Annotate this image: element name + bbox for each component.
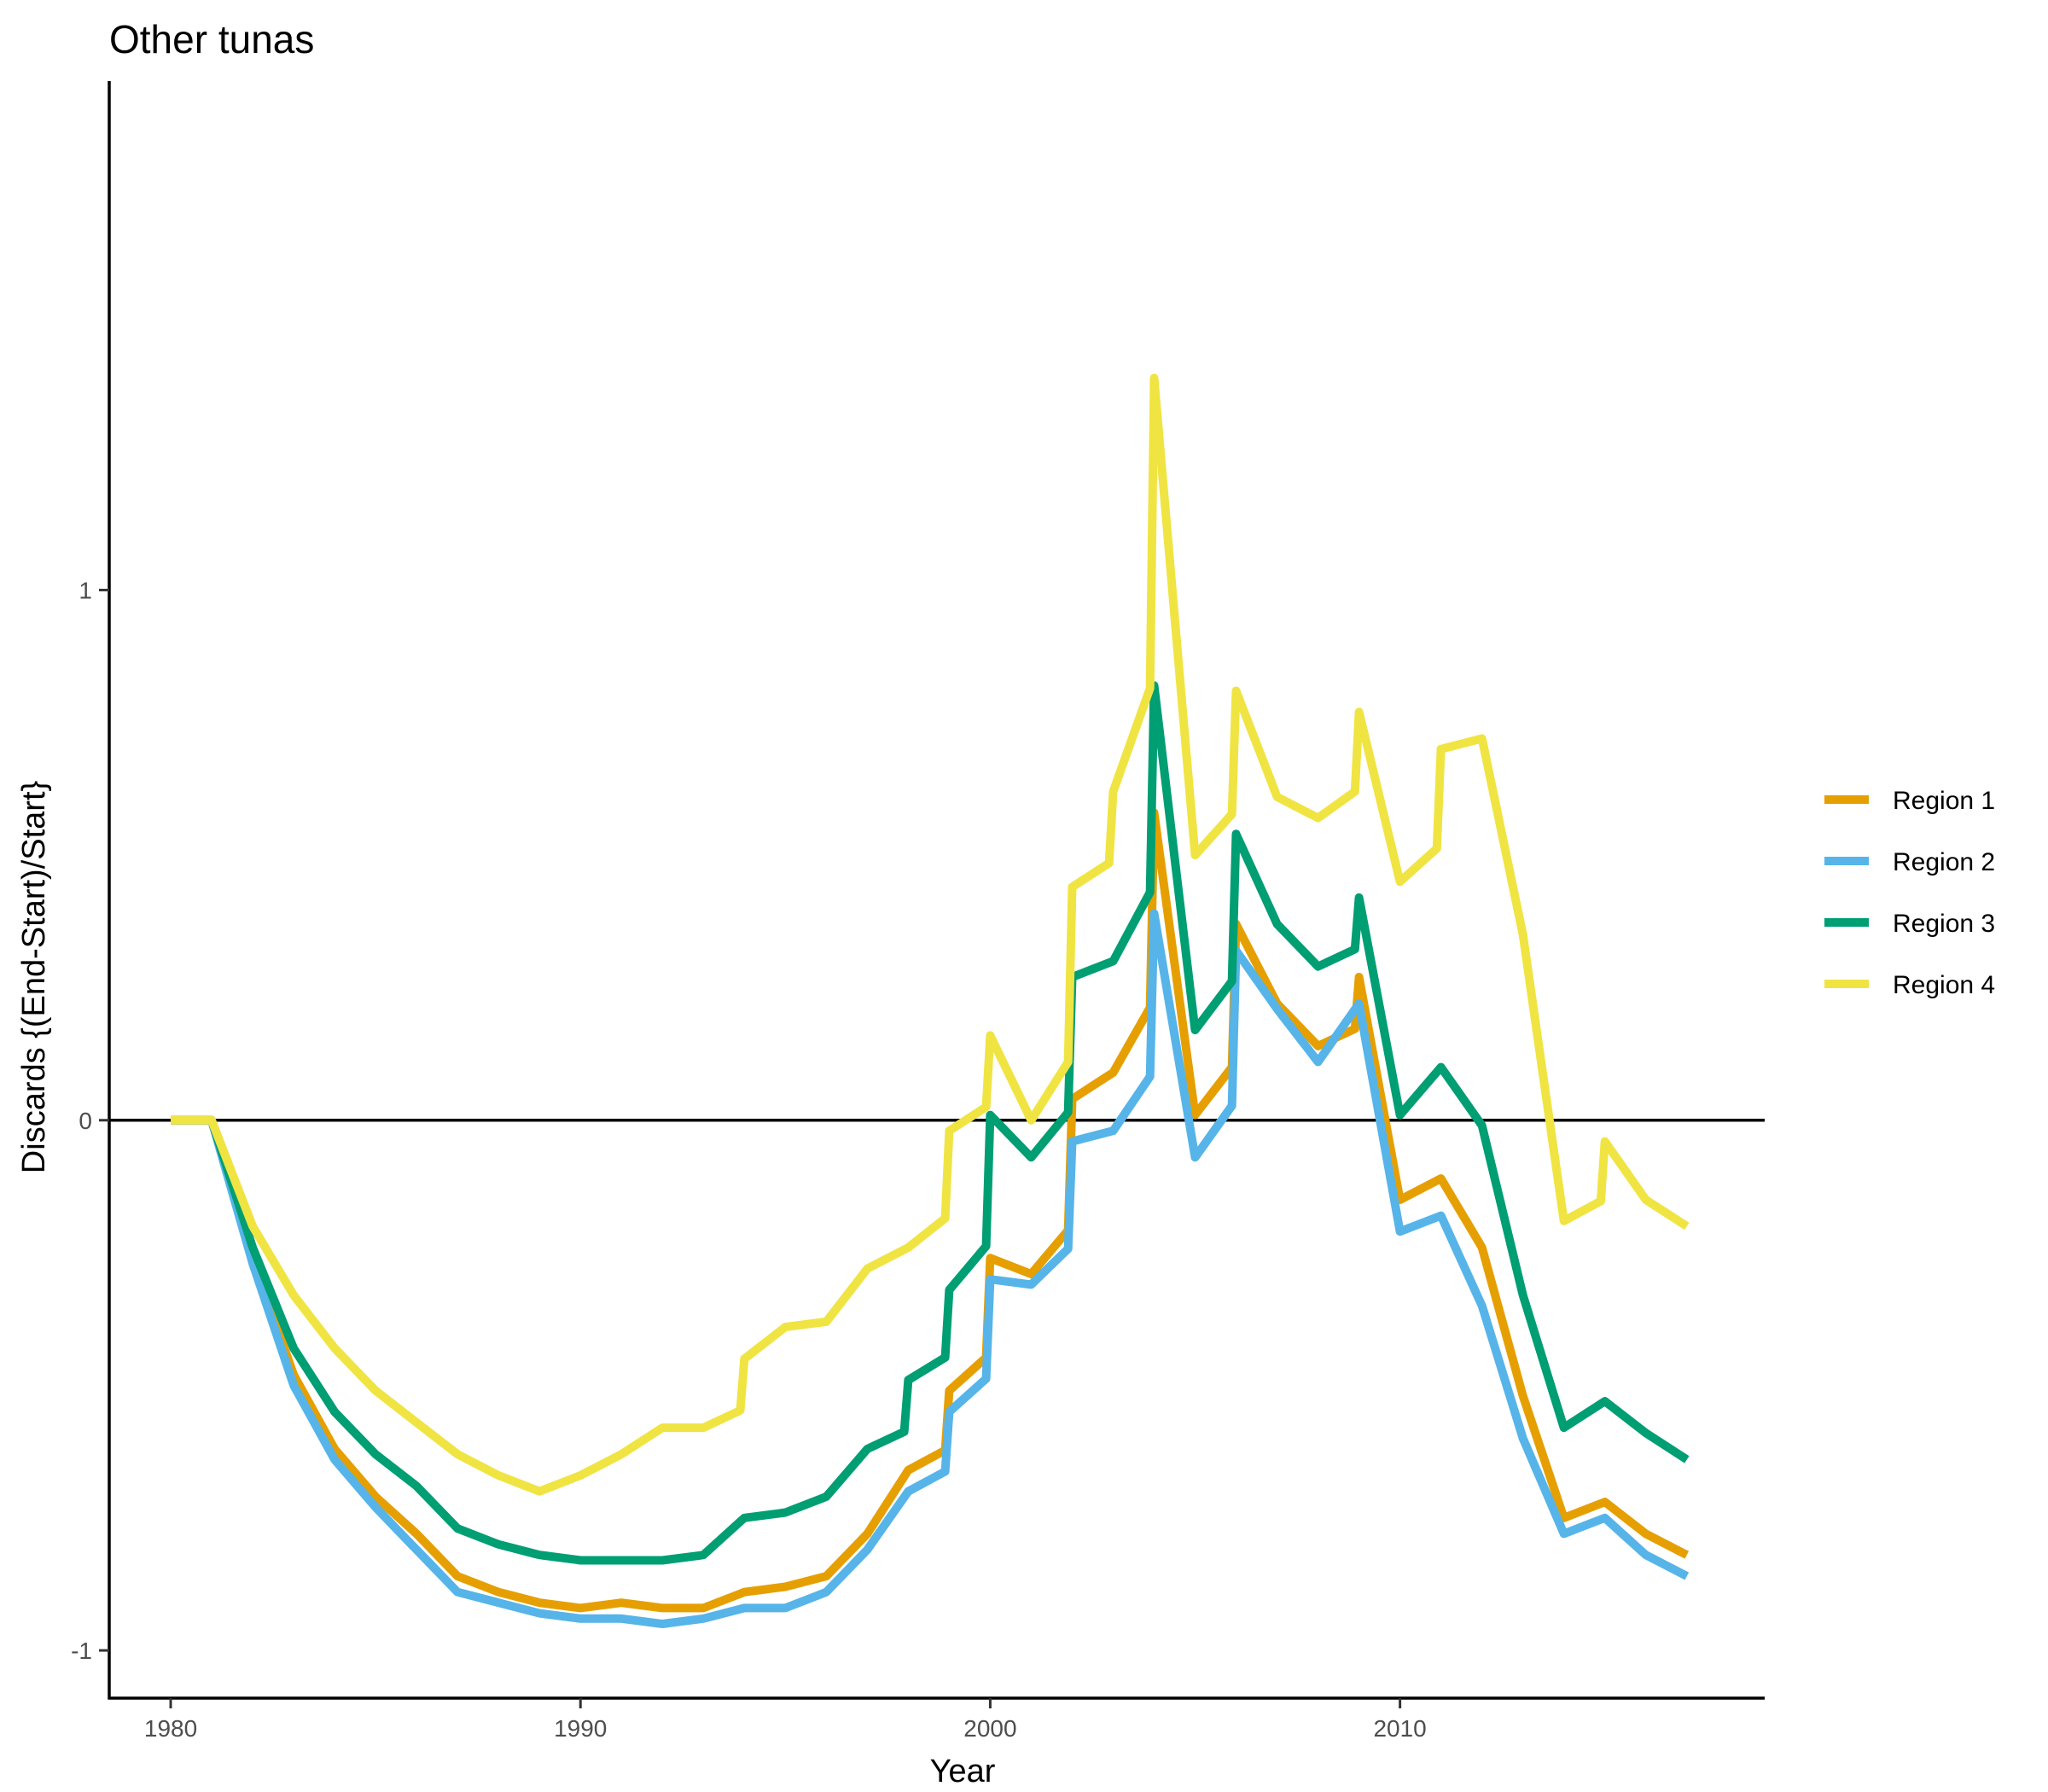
- y-axis-title: Discards {(End-Start)/Start}: [16, 781, 52, 1173]
- y-tick-label: 1: [79, 577, 92, 603]
- x-tick-label: 1990: [554, 1715, 607, 1742]
- series-line-region-1: [171, 808, 1690, 1613]
- x-axis-ticks: 1980 1990 2000 2010: [144, 1698, 1427, 1742]
- series-lines: [171, 373, 1690, 1628]
- legend-label-region-2: Region 2: [1893, 848, 1995, 876]
- chart-title: Other tunas: [109, 17, 314, 61]
- series-line-region-2: [171, 909, 1690, 1628]
- x-tick-label: 1980: [144, 1715, 197, 1742]
- axes: [108, 81, 1765, 1700]
- x-tick-label: 2010: [1373, 1715, 1426, 1742]
- y-tick-label: 0: [79, 1108, 92, 1134]
- x-tick-label: 2000: [963, 1715, 1016, 1742]
- legend-label-region-4: Region 4: [1893, 971, 1995, 999]
- y-axis-ticks: -1 0 1: [71, 577, 109, 1664]
- x-axis-title: Year: [930, 1754, 996, 1789]
- y-tick-label: -1: [71, 1638, 92, 1664]
- legend: Region 1 Region 2 Region 3 Region 4: [1824, 787, 1995, 999]
- legend-label-region-3: Region 3: [1893, 910, 1995, 938]
- series-line-region-3: [171, 681, 1690, 1565]
- legend-label-region-1: Region 1: [1893, 787, 1995, 815]
- series-line-region-4: [171, 373, 1690, 1496]
